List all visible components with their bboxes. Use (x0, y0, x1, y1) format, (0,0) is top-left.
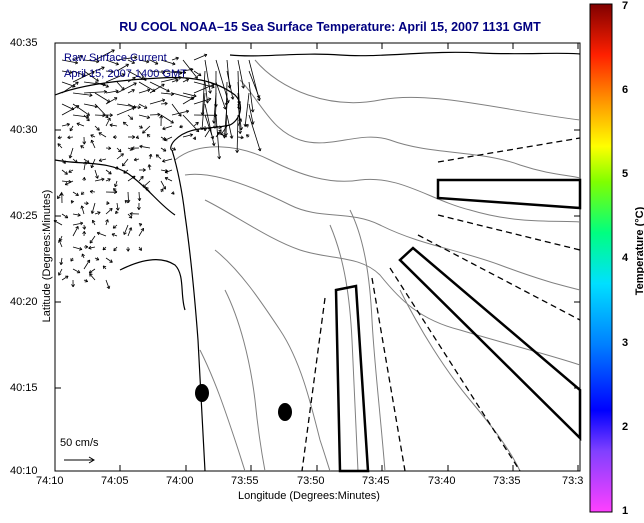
y-tick-label: 40:15 (10, 382, 38, 394)
x-tick-label: 74:05 (101, 475, 129, 487)
y-tick-label: 40:10 (10, 465, 38, 477)
scale-label: 50 cm/s (60, 437, 99, 449)
x-tick-label: 73:55 (231, 475, 259, 487)
colorbar-tick-label: 4 (622, 252, 628, 264)
current-vector (150, 115, 160, 116)
current-vector (95, 115, 105, 116)
x-tick-label: 73:40 (428, 475, 456, 487)
current-vector-head (90, 274, 91, 277)
current-vector-head (165, 173, 168, 174)
current-vector-head (180, 127, 183, 128)
inset-label-date: April 15, 2007 1400 GMT (64, 68, 187, 80)
current-vector-head (195, 122, 198, 123)
x-tick-label: 73:45 (362, 475, 390, 487)
y-tick-label: 40:20 (10, 296, 38, 308)
chart-title: RU COOL NOAA–15 Sea Surface Temperature:… (60, 20, 600, 34)
current-vector-head (131, 228, 132, 231)
colorbar-title: Temperature (°C) (634, 171, 644, 331)
current-vector-head (143, 187, 146, 188)
y-tick-label: 40:25 (10, 210, 38, 222)
colorbar (590, 4, 612, 512)
colorbar-tick-label: 1 (622, 505, 628, 517)
colorbar-tick-label: 3 (622, 337, 628, 349)
current-vector-head (146, 187, 147, 190)
colorbar-tick-label: 2 (622, 421, 628, 433)
station-marker (195, 384, 209, 402)
x-tick-label: 73:35 (493, 475, 521, 487)
y-tick-label: 40:35 (10, 37, 38, 49)
y-tick-label: 40:30 (10, 124, 38, 136)
x-tick-label: 74:10 (36, 475, 64, 487)
current-vector-head (91, 165, 92, 168)
colorbar-tick-label: 6 (622, 84, 628, 96)
x-tick-label: 73:50 (297, 475, 325, 487)
station-marker (278, 403, 292, 421)
x-tick-label: 73:3 (562, 475, 583, 487)
inset-label-current: Raw Surface Current (64, 52, 167, 64)
y-axis-title: Latitude (Degrees:Minutes) (41, 171, 53, 341)
colorbar-tick-label: 7 (622, 0, 628, 12)
x-axis-title: Longitude (Degrees:Minutes) (238, 490, 380, 502)
colorbar-tick-label: 5 (622, 168, 628, 180)
current-vector-head (113, 228, 116, 229)
current-vector-head (112, 234, 115, 235)
current-vector-head (259, 95, 260, 98)
x-tick-label: 74:00 (166, 475, 194, 487)
